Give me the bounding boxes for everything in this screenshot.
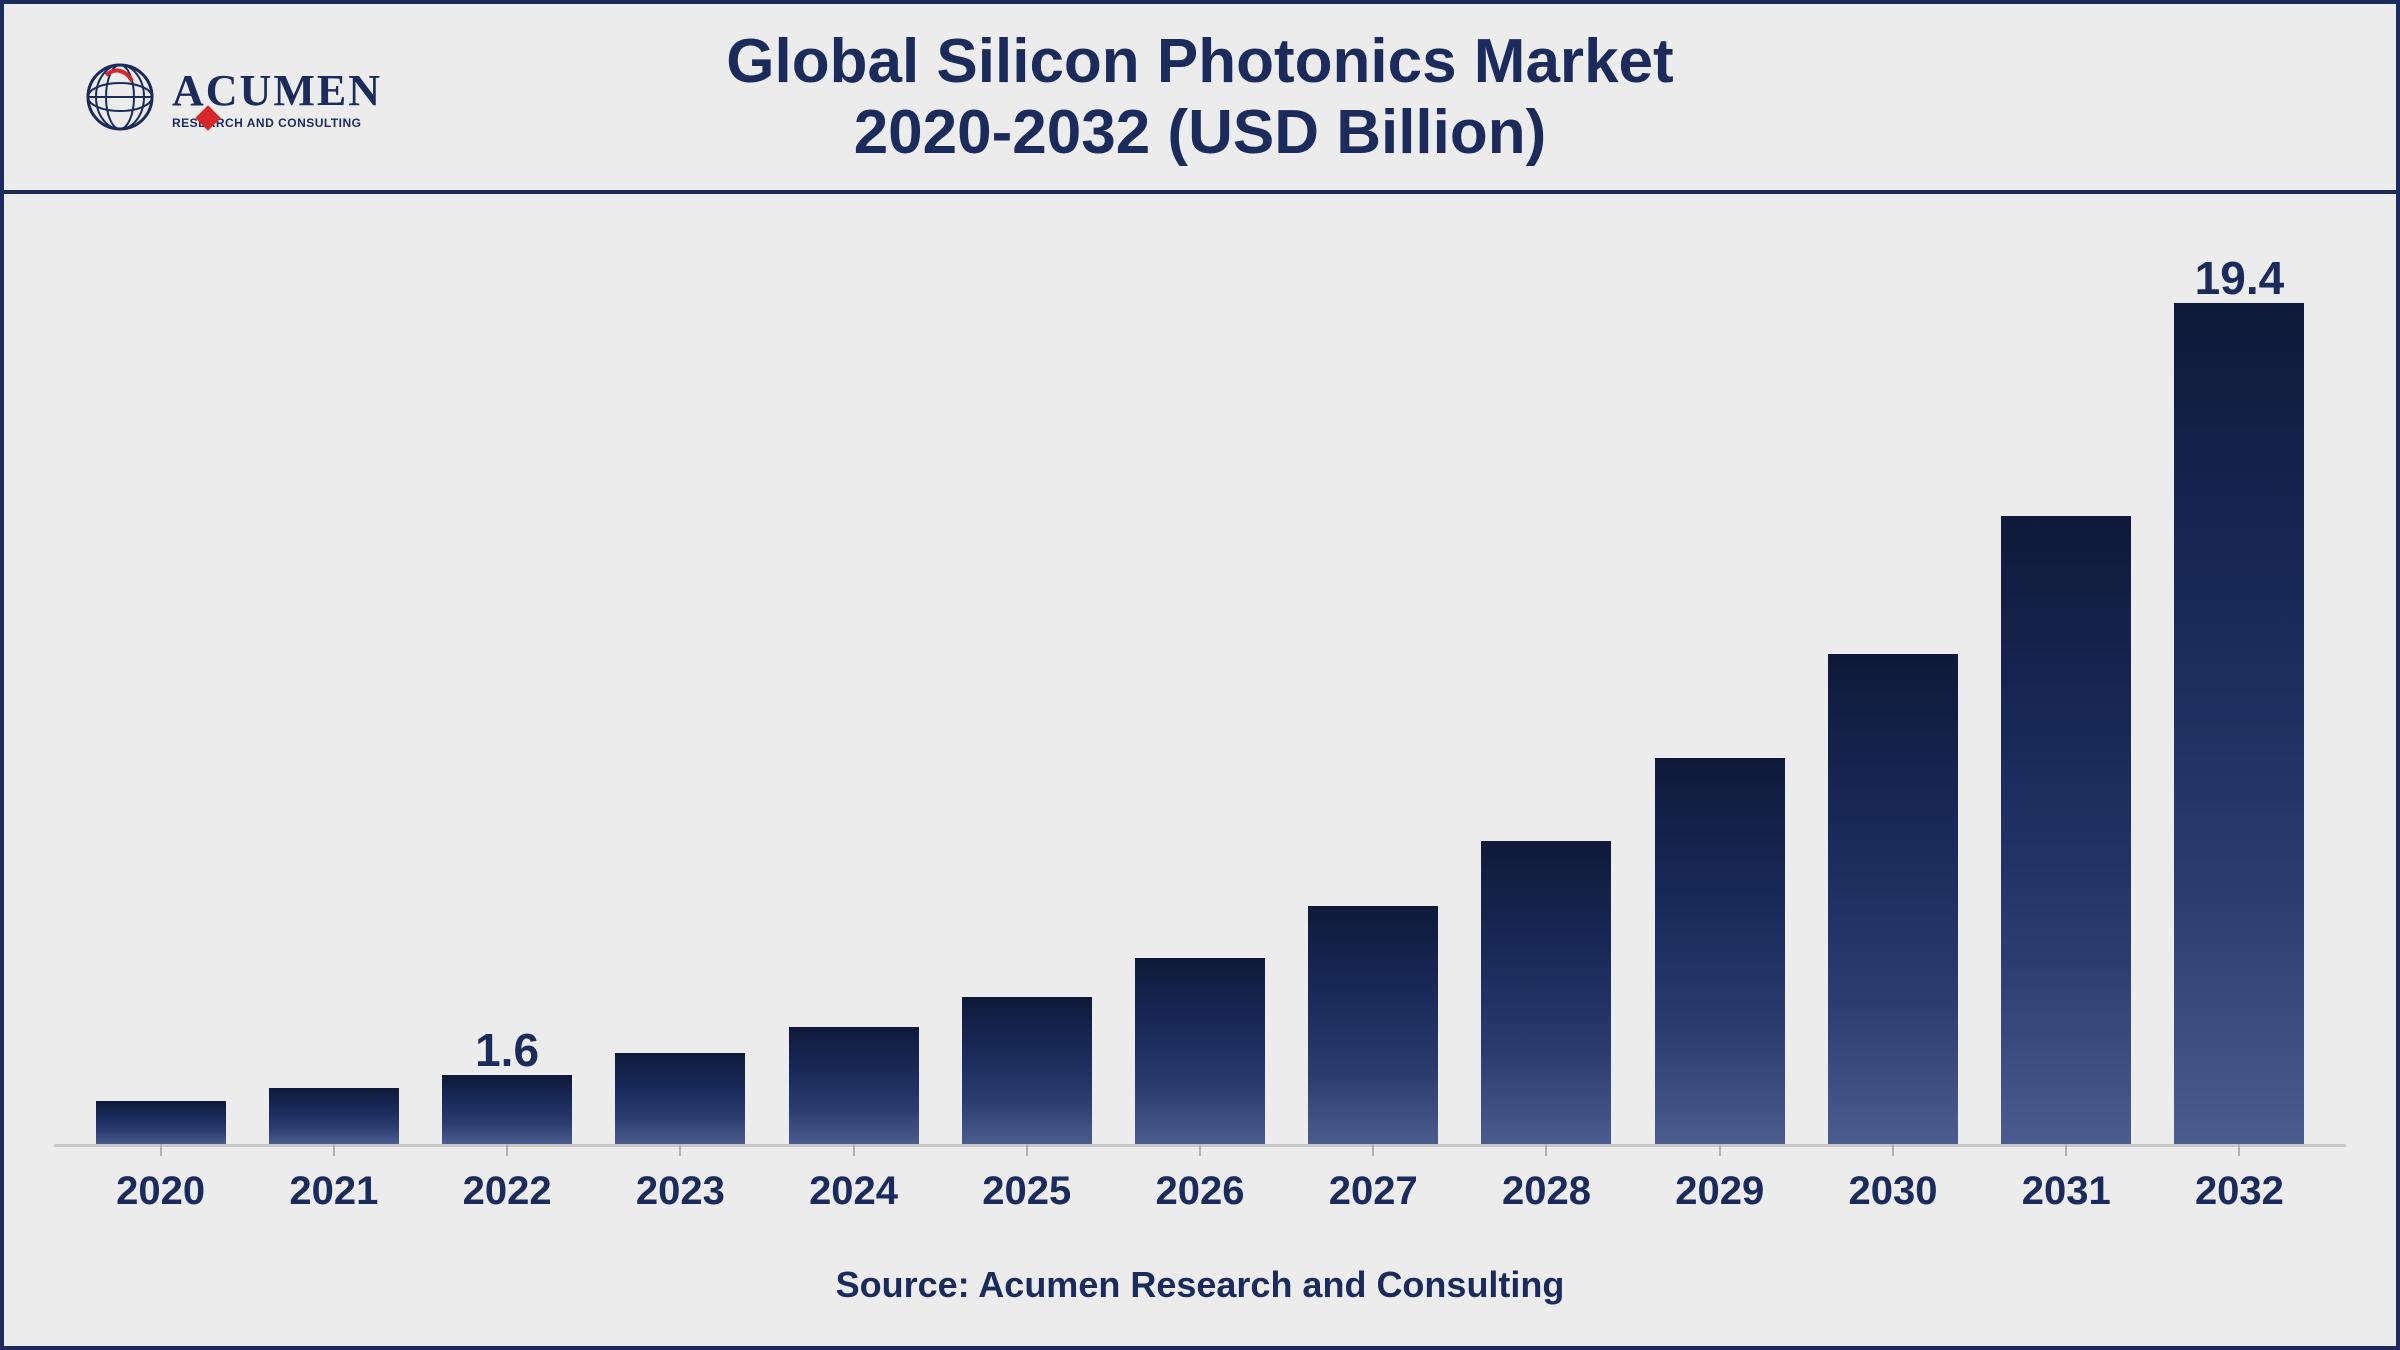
bar-value-label: 19.4 [2195,251,2285,305]
bar-slot [1633,234,1806,1144]
bar-slot [1980,234,2153,1144]
x-tick [1026,1144,1028,1156]
source-text: Source: Acumen Research and Consulting [54,1214,2346,1316]
x-axis-label: 2025 [940,1169,1113,1214]
x-axis-labels: 2020202120222023202420252026202720282029… [54,1147,2346,1214]
x-axis-label: 2024 [767,1169,940,1214]
bar-slot [1113,234,1286,1144]
bar-slot [247,234,420,1144]
chart-frame: ACUMEN RESEARCH AND CONSULTING Global Si… [0,0,2400,1350]
chart-area: 1.6 19.4 20202021202220232024202520262027… [4,194,2396,1346]
x-axis-label: 2030 [1806,1169,1979,1214]
bar-slot [1806,234,1979,1144]
bar [1481,841,1611,1144]
x-tick [853,1144,855,1156]
bar-slot: 19.4 [2153,234,2326,1144]
title-line-1: Global Silicon Photonics Market [44,26,2356,97]
title-line-2: 2020-2032 (USD Billion) [44,97,2356,168]
x-axis-label: 2021 [247,1169,420,1214]
bar [789,1027,919,1144]
bar [1655,758,1785,1144]
bar [615,1053,745,1144]
x-tick [160,1144,162,1156]
bar [269,1088,399,1144]
bar [1308,906,1438,1144]
header: ACUMEN RESEARCH AND CONSULTING Global Si… [4,4,2396,194]
x-axis-label: 2022 [420,1169,593,1214]
x-axis-label: 2032 [2153,1169,2326,1214]
x-tick [2238,1144,2240,1156]
bar-slot [767,234,940,1144]
bar: 1.6 [442,1075,572,1144]
bar-slot [594,234,767,1144]
bar [1135,958,1265,1144]
x-axis-label: 2029 [1633,1169,1806,1214]
x-axis-label: 2031 [1980,1169,2153,1214]
x-tick [1199,1144,1201,1156]
chart-title: Global Silicon Photonics Market 2020-203… [44,26,2356,169]
x-axis-label: 2027 [1287,1169,1460,1214]
bars-container: 1.6 19.4 [54,234,2346,1144]
x-tick [1719,1144,1721,1156]
bar-value-label: 1.6 [475,1023,539,1077]
bar-slot: 1.6 [420,234,593,1144]
x-axis-label: 2020 [74,1169,247,1214]
bar-slot [940,234,1113,1144]
x-axis-label: 2023 [594,1169,767,1214]
bar-slot [74,234,247,1144]
bar [1828,654,1958,1144]
bar [2001,516,2131,1144]
bar-slot [1287,234,1460,1144]
bar-slot [1460,234,1633,1144]
x-tick [1892,1144,1894,1156]
x-tick [1545,1144,1547,1156]
x-axis-label: 2026 [1113,1169,1286,1214]
globe-icon [84,61,156,133]
bar [96,1101,226,1144]
x-tick [679,1144,681,1156]
bar [962,997,1092,1144]
plot-region: 1.6 19.4 [54,234,2346,1147]
x-tick [1372,1144,1374,1156]
x-axis-label: 2028 [1460,1169,1633,1214]
x-tick [2065,1144,2067,1156]
logo: ACUMEN RESEARCH AND CONSULTING [84,61,382,133]
bar: 19.4 [2174,303,2304,1144]
x-tick [506,1144,508,1156]
x-tick [333,1144,335,1156]
